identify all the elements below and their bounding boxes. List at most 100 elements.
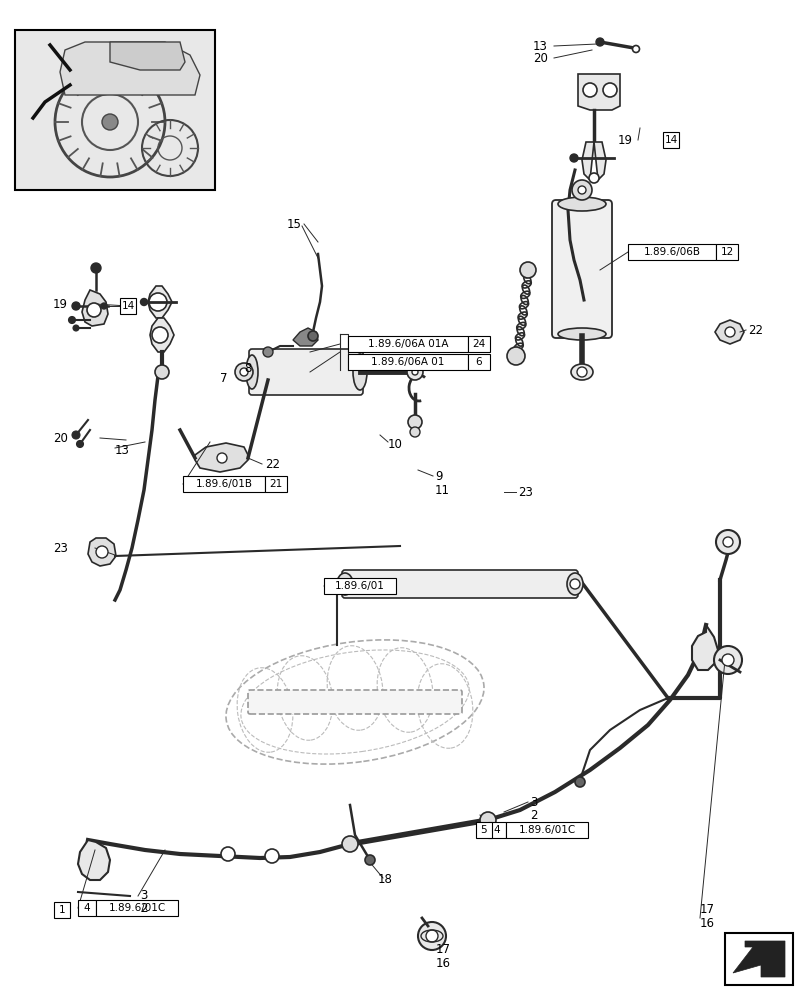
Text: 4: 4 (493, 825, 500, 835)
Bar (724, 933, 792, 985)
Polygon shape (691, 625, 717, 670)
Circle shape (406, 364, 423, 380)
Polygon shape (150, 318, 174, 352)
Circle shape (96, 546, 108, 558)
Circle shape (140, 298, 148, 306)
Bar (505, 822, 587, 838)
Text: 1.89.6/01: 1.89.6/01 (335, 581, 384, 591)
Ellipse shape (246, 355, 258, 389)
Ellipse shape (337, 573, 353, 595)
Text: 10: 10 (388, 438, 402, 450)
Circle shape (91, 263, 101, 273)
Text: 15: 15 (287, 218, 302, 231)
Text: 1.89.6/06B: 1.89.6/06B (642, 247, 700, 257)
Circle shape (101, 303, 107, 309)
Ellipse shape (566, 573, 582, 595)
Text: 17: 17 (699, 903, 714, 916)
Polygon shape (594, 142, 605, 180)
Circle shape (148, 293, 167, 311)
Ellipse shape (557, 197, 605, 211)
Bar (627, 244, 715, 260)
Text: 4: 4 (84, 903, 90, 913)
Circle shape (73, 325, 79, 331)
Text: 9: 9 (435, 470, 442, 483)
Circle shape (76, 440, 84, 448)
Polygon shape (195, 443, 247, 472)
FancyBboxPatch shape (247, 690, 461, 714)
Bar (54, 902, 70, 918)
Text: 24: 24 (472, 339, 485, 349)
Circle shape (102, 114, 118, 130)
Text: 1: 1 (58, 905, 65, 915)
Circle shape (519, 262, 535, 278)
Circle shape (72, 431, 80, 439)
FancyBboxPatch shape (249, 349, 363, 395)
Ellipse shape (570, 364, 592, 380)
Text: 5: 5 (480, 825, 487, 835)
Circle shape (410, 427, 419, 437)
Polygon shape (581, 142, 594, 180)
Text: 2: 2 (139, 902, 148, 915)
Circle shape (240, 368, 247, 376)
Text: 7: 7 (220, 371, 227, 384)
Text: 14: 14 (121, 301, 135, 311)
Text: 16: 16 (699, 917, 714, 930)
Circle shape (632, 46, 639, 53)
Text: 18: 18 (377, 874, 392, 886)
Circle shape (340, 579, 350, 589)
Circle shape (264, 849, 279, 863)
Bar (324, 578, 396, 594)
Polygon shape (577, 74, 620, 110)
Circle shape (418, 922, 445, 950)
Polygon shape (78, 840, 109, 880)
Text: 19: 19 (617, 134, 633, 147)
Text: 11: 11 (435, 484, 449, 496)
Bar (120, 298, 135, 314)
Bar (475, 822, 491, 838)
Circle shape (506, 347, 525, 365)
Circle shape (577, 186, 586, 194)
Text: 1.89.6/01C: 1.89.6/01C (517, 825, 575, 835)
Circle shape (582, 83, 596, 97)
Polygon shape (82, 290, 108, 326)
Circle shape (87, 303, 101, 317)
Text: 17: 17 (436, 943, 450, 956)
Circle shape (721, 654, 733, 666)
Text: 2: 2 (530, 809, 537, 822)
Circle shape (234, 363, 253, 381)
Text: 22: 22 (747, 324, 762, 336)
Circle shape (603, 83, 616, 97)
Circle shape (722, 537, 732, 547)
Polygon shape (88, 538, 116, 566)
Bar (15, 30, 215, 190)
Text: 1.89.6/06A 01A: 1.89.6/06A 01A (367, 339, 448, 349)
Bar (348, 354, 467, 370)
Circle shape (152, 327, 168, 343)
Bar (467, 336, 489, 352)
Text: 23: 23 (517, 486, 532, 498)
Text: 1.89.6/06A 01: 1.89.6/06A 01 (371, 357, 444, 367)
Text: 13: 13 (533, 40, 547, 53)
Polygon shape (714, 320, 743, 344)
Circle shape (715, 530, 739, 554)
Text: 1.89.6/01C: 1.89.6/01C (108, 903, 165, 913)
Polygon shape (732, 941, 784, 977)
Circle shape (426, 930, 437, 942)
Text: 23: 23 (53, 542, 68, 554)
Bar (715, 244, 737, 260)
Circle shape (263, 347, 272, 357)
FancyBboxPatch shape (341, 570, 577, 598)
Circle shape (479, 812, 496, 828)
Polygon shape (293, 328, 318, 346)
Text: 14: 14 (663, 135, 677, 145)
Text: 13: 13 (115, 444, 130, 456)
Bar (487, 822, 505, 838)
Text: 1.89.6/01B: 1.89.6/01B (195, 479, 252, 489)
Circle shape (574, 777, 584, 787)
Text: 3: 3 (139, 890, 147, 902)
Polygon shape (60, 42, 200, 95)
Text: 22: 22 (264, 458, 280, 471)
Circle shape (365, 855, 375, 865)
Text: 8: 8 (243, 361, 251, 374)
Circle shape (588, 173, 599, 183)
